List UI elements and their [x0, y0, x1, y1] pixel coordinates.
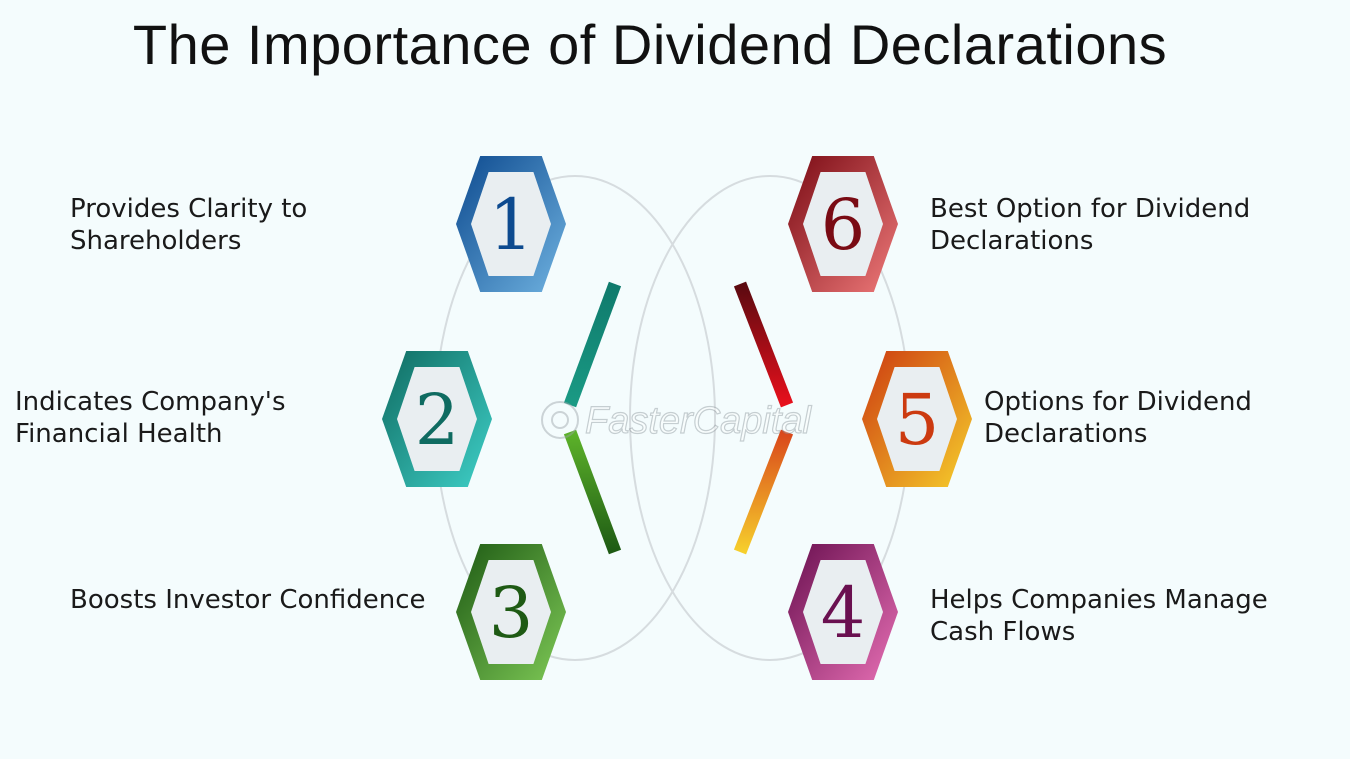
step-number: 5 [895, 379, 940, 461]
step-number: 1 [489, 184, 534, 266]
step-badge-6: 6 [788, 156, 898, 292]
watermark: FasterCapital [541, 399, 813, 443]
step-label-5: Options for Dividend Declarations [984, 386, 1252, 450]
step-label-3: Boosts Investor Confidence [70, 584, 426, 616]
page-title: The Importance of Dividend Declarations [132, 13, 1168, 76]
watermark-text: FasterCapital [585, 400, 813, 442]
hexagon-inner [877, 367, 957, 471]
step-label-line: Options for Dividend [984, 387, 1252, 417]
hexagon-inner [471, 560, 551, 664]
step-label-2: Indicates Company's Financial Health [15, 386, 286, 450]
step-label-1: Provides Clarity to Shareholders [70, 193, 307, 257]
step-label-line: Declarations [930, 226, 1094, 256]
step-badge-4: 4 [788, 544, 898, 680]
hexagon-inner [803, 172, 883, 276]
step-label-line: Indicates Company's [15, 387, 286, 417]
step-label-line: Provides Clarity to [70, 194, 308, 224]
step-number: 4 [821, 572, 866, 654]
step-badges: 1 2 3 4 5 6 [382, 156, 972, 680]
step-number: 6 [821, 184, 866, 266]
step-badge-2: 2 [382, 351, 492, 487]
step-label-line: Financial Health [15, 419, 223, 449]
step-badge-1: 1 [456, 156, 566, 292]
step-number: 2 [415, 379, 460, 461]
step-label-line: Boosts Investor Confidence [70, 585, 426, 615]
step-label-line: Shareholders [70, 226, 242, 256]
step-label-line: Cash Flows [930, 617, 1076, 647]
hexagon-inner [397, 367, 477, 471]
step-label-line: Helps Companies Manage [930, 585, 1268, 615]
step-badge-3: 3 [456, 544, 566, 680]
step-number: 3 [489, 572, 534, 654]
step-label-6: Best Option for Dividend Declarations [930, 193, 1250, 257]
hexagon-inner [471, 172, 551, 276]
step-label-line: Best Option for Dividend [930, 194, 1251, 224]
hexagon-inner [803, 560, 883, 664]
step-label-4: Helps Companies Manage Cash Flows [930, 584, 1268, 648]
center-hexagon [563, 271, 794, 564]
step-badge-5: 5 [862, 351, 972, 487]
step-label-line: Declarations [984, 419, 1148, 449]
